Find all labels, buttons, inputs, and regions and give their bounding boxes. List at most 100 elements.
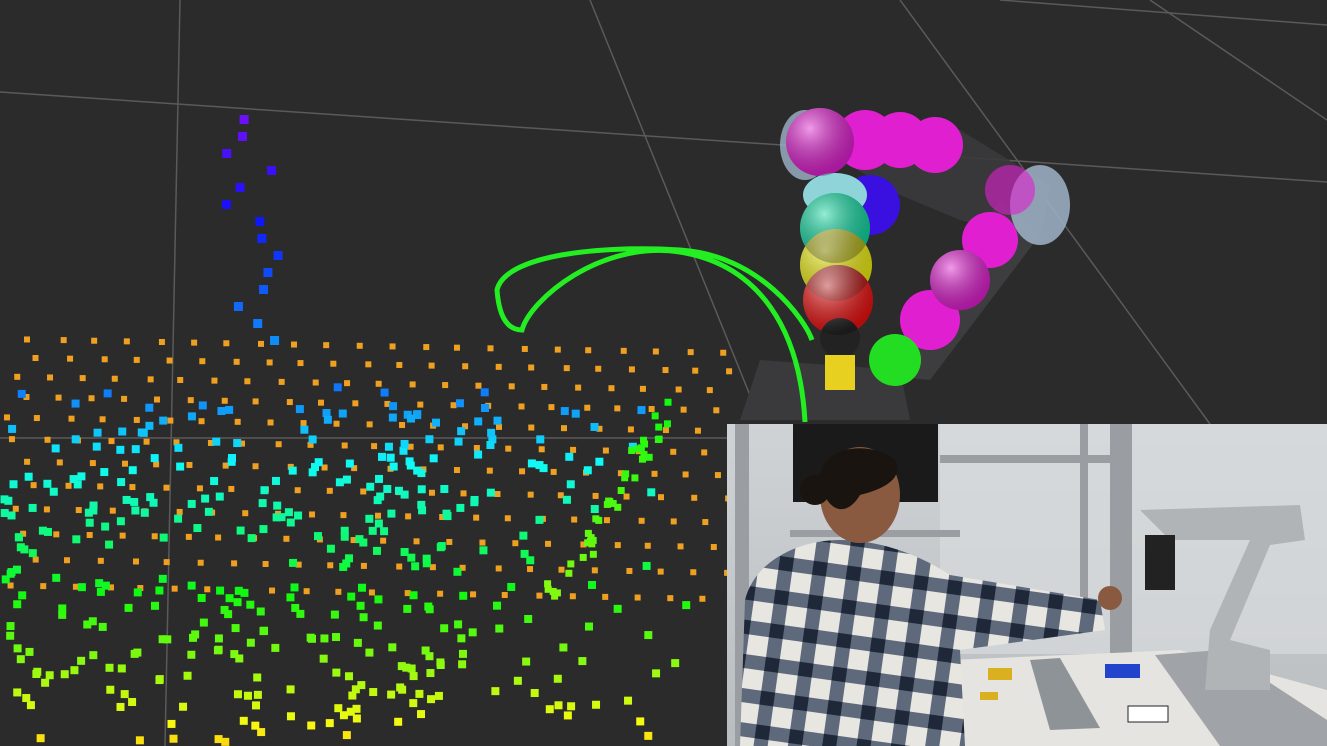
cloud-point	[613, 604, 622, 613]
cloud-point	[187, 412, 196, 421]
cloud-point	[84, 508, 93, 517]
cloud-point	[28, 549, 37, 558]
cloud-point	[557, 492, 564, 499]
cloud-point	[550, 468, 557, 475]
cloud-point	[151, 533, 158, 540]
cloud-point	[17, 389, 26, 398]
cloud-point	[638, 517, 645, 524]
cloud-point	[147, 376, 154, 383]
cloud-point	[88, 617, 97, 626]
cloud-point	[479, 539, 486, 546]
cloud-point	[308, 435, 317, 444]
cloud-point	[388, 643, 397, 652]
cloud-point	[25, 647, 34, 656]
cloud-point	[353, 638, 362, 647]
cloud-point	[524, 614, 533, 623]
cloud-point	[273, 501, 282, 510]
cloud-point	[252, 398, 259, 405]
cloud-point	[454, 437, 463, 446]
cloud-point	[596, 425, 603, 432]
cloud-point	[642, 561, 651, 570]
cloud-point	[26, 701, 35, 710]
cloud-point	[342, 475, 351, 484]
cloud-point	[97, 557, 104, 564]
cloud-point	[212, 437, 221, 446]
cloud-point	[320, 634, 329, 643]
camera-inset	[727, 424, 1327, 746]
cloud-point	[171, 585, 178, 592]
cloud-point	[151, 601, 160, 610]
cloud-point	[462, 423, 469, 430]
cloud-point	[235, 183, 245, 192]
cloud-point	[222, 149, 232, 158]
cloud-point	[627, 426, 634, 433]
cloud-point	[565, 452, 574, 461]
cloud-point	[580, 541, 587, 548]
cloud-point	[417, 710, 426, 719]
cloud-point	[356, 342, 363, 349]
cloud-point	[0, 509, 9, 518]
cloud-point	[335, 588, 342, 595]
cloud-point	[407, 443, 414, 450]
cloud-point	[1, 575, 10, 584]
cloud-point	[394, 486, 403, 495]
cloud-point	[294, 487, 301, 494]
cloud-point	[585, 347, 592, 354]
cloud-point	[9, 480, 18, 489]
cloud-point	[456, 503, 465, 512]
cloud-point	[294, 511, 303, 520]
cloud-point	[495, 565, 502, 572]
cloud-point	[457, 427, 466, 436]
cloud-point	[246, 600, 255, 609]
cloud-point	[278, 378, 285, 385]
cloud-point	[13, 688, 22, 697]
cloud-point	[545, 540, 552, 547]
cloud-point	[590, 422, 599, 431]
cloud-point	[677, 543, 684, 550]
cloud-point	[644, 731, 653, 740]
cloud-point	[396, 563, 403, 570]
cloud-point	[617, 470, 624, 477]
cloud-point	[252, 463, 259, 470]
cloud-point	[93, 428, 102, 437]
cloud-point	[140, 508, 149, 517]
cloud-point	[417, 485, 426, 494]
cloud-point	[446, 538, 453, 545]
cloud-point	[675, 386, 682, 393]
cloud-point	[640, 451, 648, 459]
cloud-point	[421, 646, 430, 655]
cloud-point	[163, 635, 172, 644]
cloud-point	[486, 441, 495, 450]
cloud-point	[277, 513, 286, 522]
cloud-point	[595, 457, 604, 466]
cloud-point	[521, 345, 528, 352]
cloud-point	[235, 654, 244, 663]
cloud-point	[149, 498, 158, 507]
cloud-point	[595, 516, 603, 524]
cloud-point	[369, 688, 378, 697]
cloud-point	[405, 457, 414, 466]
cloud-point	[554, 701, 563, 710]
cloud-point	[158, 338, 165, 345]
cloud-point	[177, 376, 184, 383]
cloud-point	[539, 464, 548, 473]
cloud-point	[7, 511, 16, 520]
cloud-point	[319, 654, 328, 663]
cloud-point	[133, 648, 142, 657]
cloud-point	[244, 378, 251, 385]
cloud-point	[563, 365, 570, 372]
cloud-point	[368, 526, 377, 535]
cloud-point	[400, 439, 409, 448]
cloud-point	[65, 482, 72, 489]
cloud-point	[333, 383, 342, 392]
cloud-point	[267, 419, 274, 426]
cloud-point	[637, 406, 646, 415]
cloud-point	[562, 495, 571, 504]
cloud-point	[321, 464, 328, 471]
cloud-point	[176, 462, 185, 471]
cloud-point	[373, 621, 382, 630]
cloud-point	[359, 613, 368, 622]
cloud-point	[470, 591, 477, 598]
cloud-point	[400, 490, 409, 499]
